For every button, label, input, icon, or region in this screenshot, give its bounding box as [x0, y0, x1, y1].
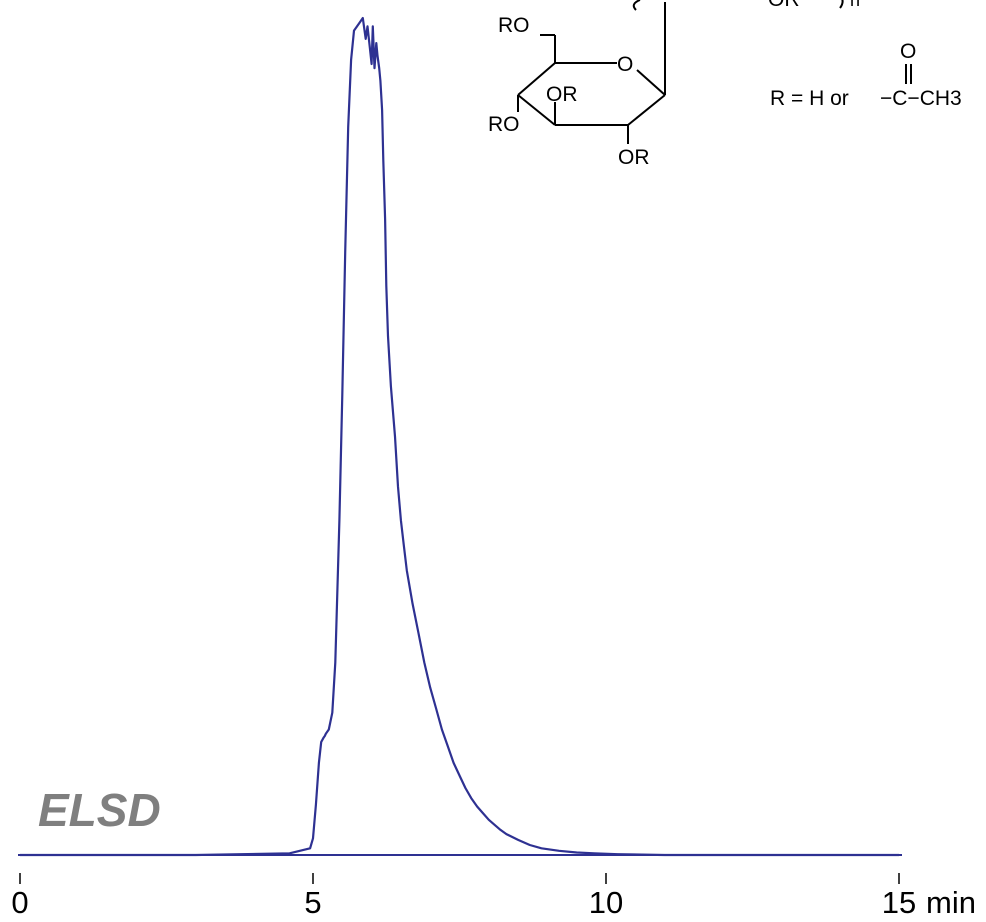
top-fragment-or: OR — [768, 0, 800, 11]
x-tick-label: 5 — [304, 885, 321, 920]
acetyl-oxygen: O — [900, 40, 916, 63]
x-tick-label: 15 — [882, 885, 916, 920]
chromatogram-trace — [20, 16, 899, 857]
x-unit-label: min — [926, 885, 976, 920]
chemical-structure: RO O OR RO OR OR n R = H or O −C−CH3 — [488, 0, 962, 169]
ring-oxygen-label: O — [617, 53, 633, 76]
x-axis-ticks: 0 5 10 15 — [11, 873, 916, 920]
repeat-bracket-left — [632, 0, 641, 11]
r-group-definition: R = H or — [770, 87, 849, 110]
repeat-bracket-right — [839, 0, 844, 9]
x-tick-label: 10 — [589, 885, 623, 920]
bond-c4-c5 — [517, 62, 556, 96]
bond-ring-o-c1 — [636, 69, 666, 96]
substituent-ro-6: RO — [498, 14, 530, 37]
bond-c1-c2 — [627, 94, 666, 126]
repeat-subscript-n: n — [850, 0, 860, 10]
bond-c3-c4 — [517, 94, 556, 126]
substituent-or-2: OR — [618, 146, 650, 169]
substituent-ro-4: RO — [488, 113, 520, 136]
x-tick-label: 0 — [11, 885, 28, 920]
acetyl-fragment: −C−CH3 — [880, 87, 962, 110]
substituent-or-3: OR — [546, 83, 578, 106]
detector-label: ELSD — [38, 784, 161, 836]
